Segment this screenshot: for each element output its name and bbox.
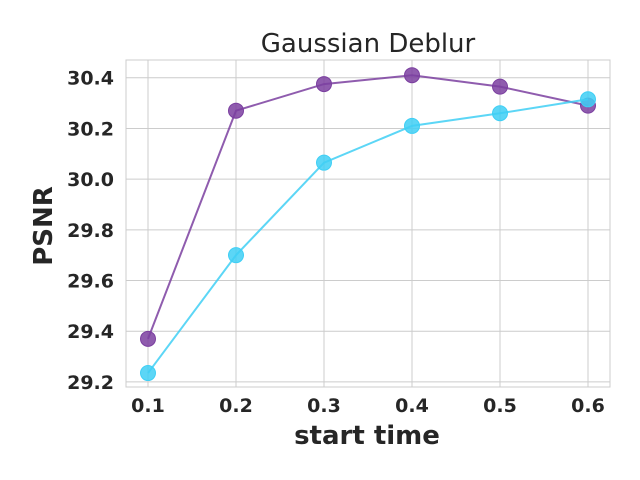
- x-axis-label: start time: [294, 421, 440, 451]
- x-tick-label: 0.1: [131, 395, 165, 417]
- y-tick-label: 30.0: [67, 169, 114, 191]
- x-tick-labels: 0.1 0.2 0.3 0.4 0.5 0.6: [131, 395, 605, 417]
- x-tick-label: 0.6: [571, 395, 605, 417]
- series-line: [147, 74, 589, 340]
- y-axis-label: PSNR: [29, 186, 59, 266]
- data-point: [316, 76, 332, 93]
- series-layer: [140, 67, 596, 382]
- y-tick-label: 30.2: [67, 118, 114, 140]
- plot-frame: [125, 59, 611, 388]
- chart-title: Gaussian Deblur: [261, 29, 476, 59]
- data-point: [404, 117, 420, 134]
- data-point: [140, 330, 156, 347]
- series-line: [147, 98, 589, 374]
- data-point: [228, 247, 244, 264]
- data-point: [580, 91, 596, 108]
- y-tick-label: 30.4: [67, 68, 114, 90]
- grid: [126, 60, 610, 387]
- x-tick-label: 0.5: [483, 395, 517, 417]
- x-tick-label: 0.3: [307, 395, 341, 417]
- y-tick-label: 29.2: [67, 372, 114, 394]
- x-tick-label: 0.2: [219, 395, 253, 417]
- series-2: [140, 91, 596, 382]
- x-tick-label: 0.4: [395, 395, 429, 417]
- y-tick-label: 29.4: [67, 321, 114, 343]
- data-point: [228, 102, 244, 119]
- data-point: [316, 154, 332, 171]
- y-tick-labels: 29.2 29.4 29.6 29.8 30.0 30.2 30.4: [67, 68, 114, 394]
- y-tick-label: 29.8: [67, 220, 114, 242]
- y-tick-label: 29.6: [67, 271, 114, 293]
- data-point: [140, 365, 156, 382]
- data-point: [492, 105, 508, 122]
- data-point: [492, 78, 508, 95]
- data-point: [404, 67, 420, 84]
- series-1: [140, 67, 596, 347]
